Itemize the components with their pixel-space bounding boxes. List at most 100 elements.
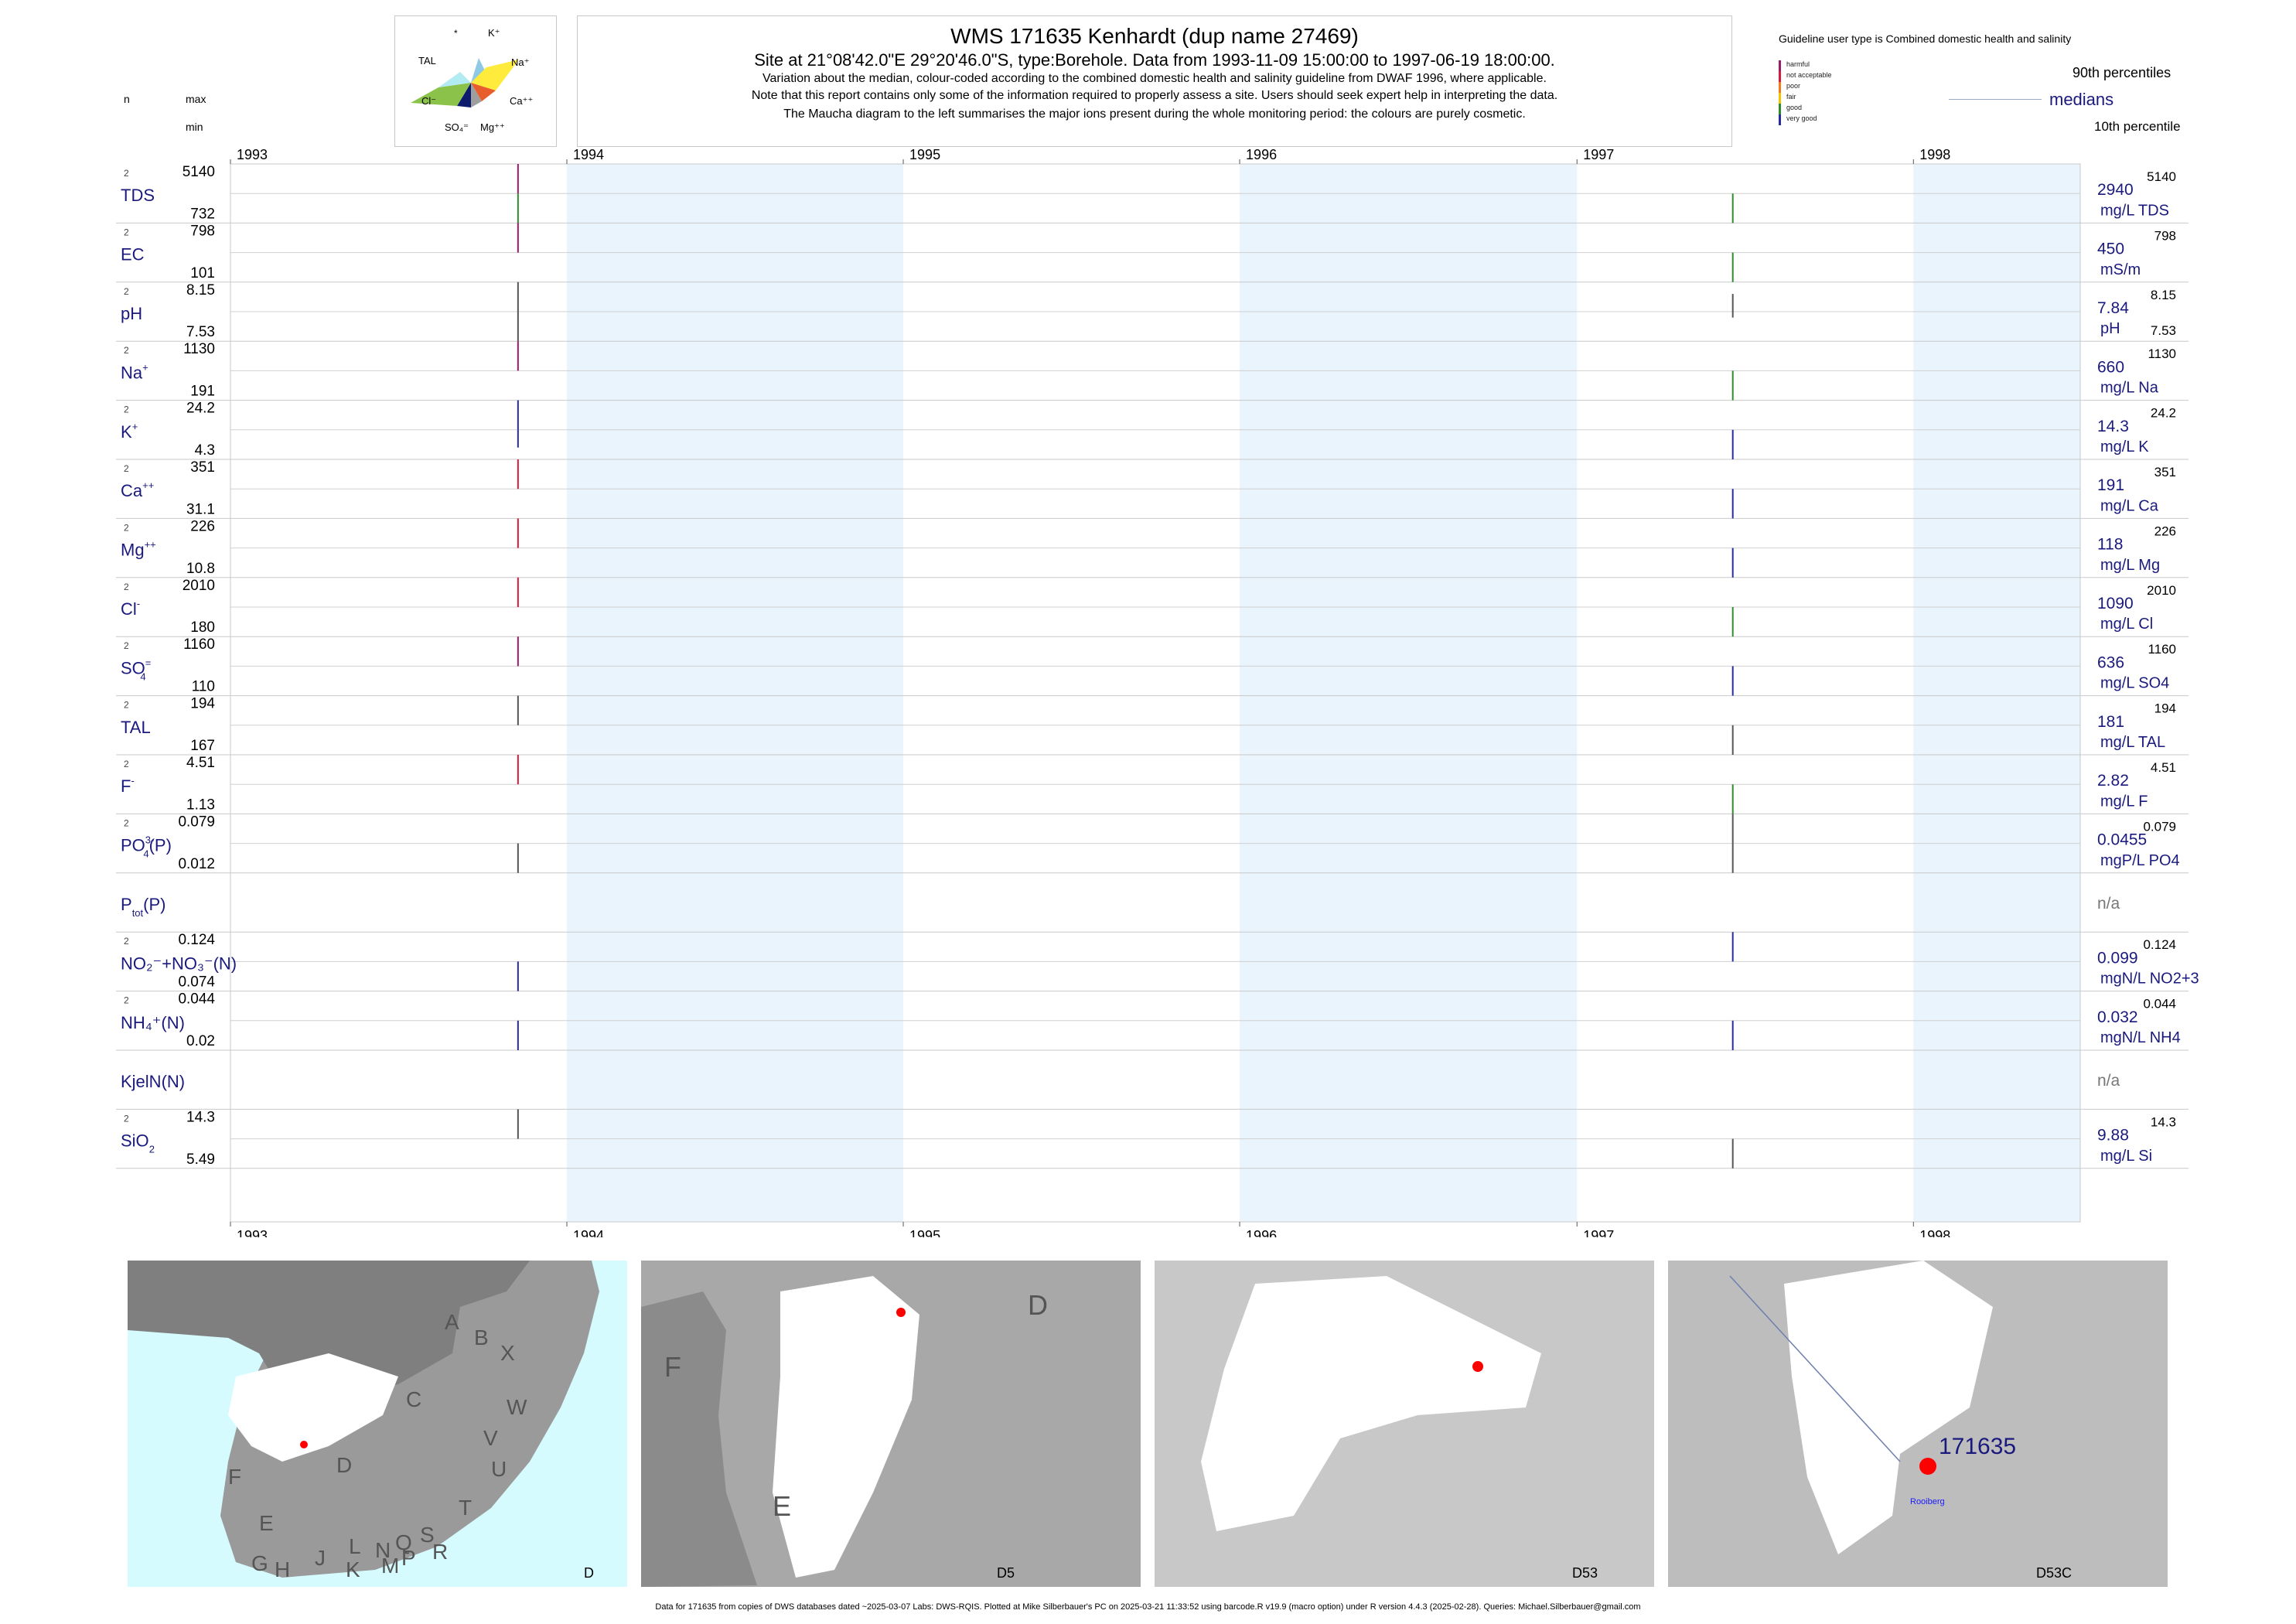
legend-guideline: Guideline user type is Combined domestic… xyxy=(1779,32,2072,45)
row-max-nhn: 0.044 xyxy=(178,991,215,1008)
legend-class-label-4: good xyxy=(1786,104,1803,111)
maucha-label-3: Na⁺ xyxy=(511,56,529,68)
row-min-tds: 732 xyxy=(190,206,215,222)
maucha-cl-petal xyxy=(411,83,471,106)
row-unit-mg: mg/L Mg xyxy=(2100,557,2160,574)
row-rmax-nhn: 0.044 xyxy=(2143,997,2176,1012)
row-rmax-f: 4.51 xyxy=(2151,760,2176,775)
row-rmax-ec: 798 xyxy=(2154,228,2176,243)
plot-frame xyxy=(230,163,2081,1223)
row-n-mg: 2 xyxy=(124,522,129,533)
row-min-nonon: 0.074 xyxy=(178,974,215,991)
row-median-mg: 118 xyxy=(2097,536,2123,554)
row-max-ca: 351 xyxy=(190,459,215,476)
row-rmax-ph: 8.15 xyxy=(2151,288,2176,302)
map-d5-basin xyxy=(773,1276,919,1578)
row-min-k: 4.3 xyxy=(195,442,215,459)
legend-class-label-0: harmful xyxy=(1786,60,1810,68)
row-median-po4: 0.0455 xyxy=(2097,831,2147,849)
row-name-k: K+ xyxy=(121,421,138,442)
row-median-ec: 450 xyxy=(2097,241,2124,258)
year-label-top-1995: 1995 xyxy=(909,147,940,162)
header-note-3: The Maucha diagram to the left summarise… xyxy=(783,107,1526,121)
row-unit-ca: mg/L Ca xyxy=(2100,497,2159,514)
year-shade-1994 xyxy=(567,164,904,1222)
map-d53c-place: Rooiberg xyxy=(1910,1497,1945,1506)
map-d-region-letter-f: F xyxy=(228,1465,242,1489)
year-label-bottom-1998: 1998 xyxy=(1919,1228,1950,1237)
year-label-bottom-1997: 1997 xyxy=(1583,1228,1614,1237)
row-max-tal: 194 xyxy=(190,696,215,712)
row-n-ca: 2 xyxy=(124,463,129,474)
map-d53-svg: D53 xyxy=(1201,1276,1598,1581)
row-n-cl: 2 xyxy=(124,582,129,592)
row-median-f: 2.82 xyxy=(2097,772,2129,790)
year-label-top-1998: 1998 xyxy=(1919,147,1950,162)
row-n-po4: 2 xyxy=(124,817,129,828)
row-median-tds: 2940 xyxy=(2097,181,2134,199)
row-name-nonon: NO₂⁻+NO₃⁻(N) xyxy=(121,954,237,973)
legend-class-label-2: poor xyxy=(1786,82,1801,90)
row-n-na: 2 xyxy=(124,345,129,356)
row-n-f: 2 xyxy=(124,759,129,769)
max-header: max xyxy=(186,93,206,105)
map-d-region-letter-h: H xyxy=(275,1557,291,1581)
row-name-ph: pH xyxy=(121,304,142,323)
row-max-po4: 0.079 xyxy=(178,814,215,830)
map-d-region-letter-u: U xyxy=(491,1457,507,1481)
year-label-bottom-1996: 1996 xyxy=(1246,1228,1277,1237)
year-label-top-1996: 1996 xyxy=(1246,147,1277,162)
row-min-ph: 7.53 xyxy=(186,324,215,340)
map-d53c-svg: 171635 Rooiberg D53C xyxy=(1729,1261,2072,1581)
row-name-sio2: SiO2 xyxy=(121,1131,155,1155)
row-name-nhn: NH₄⁺(N) xyxy=(121,1013,185,1032)
legend-class-label-1: not acceptable xyxy=(1786,71,1832,79)
header-box: WMS 171635 Kenhardt (dup name 27469) Sit… xyxy=(577,15,1732,147)
row-max-cl: 2010 xyxy=(183,578,215,594)
maucha-tal-petal xyxy=(438,72,471,87)
n-header: n xyxy=(124,93,130,105)
row-median-tal: 181 xyxy=(2097,713,2124,731)
maucha-ca-petal xyxy=(471,83,496,101)
row-unit-ph: pH xyxy=(2100,320,2120,337)
map-d-region-letter-d: D xyxy=(336,1453,353,1477)
legend-class-label-5: very good xyxy=(1786,114,1817,122)
map-d-region-letter-n: N xyxy=(375,1538,391,1562)
row-median-nonon: 0.099 xyxy=(2097,949,2138,967)
row-unit-so4: mg/L SO4 xyxy=(2100,675,2169,692)
row-n-tal: 2 xyxy=(124,700,129,711)
map-d-region-letter-g: G xyxy=(251,1551,268,1575)
map-d-region-letter-a: A xyxy=(445,1310,459,1334)
row-rmax-nonon: 0.124 xyxy=(2143,937,2176,952)
footer-credit: Data for 171635 from copies of DWS datab… xyxy=(655,1602,1641,1612)
year-label-top-1993: 1993 xyxy=(237,147,268,162)
year-label-bottom-1995: 1995 xyxy=(909,1228,940,1237)
row-name-po4: PO3-4(P) xyxy=(121,834,172,860)
page-subtitle: Site at 21°08'42.0"E 29°20'46.0"S, type:… xyxy=(754,50,1555,70)
row-max-f: 4.51 xyxy=(186,755,215,771)
row-min-mg: 10.8 xyxy=(186,561,215,577)
map-d-north xyxy=(128,1261,530,1400)
row-n-ec: 2 xyxy=(124,227,129,237)
row-min-tal: 167 xyxy=(190,738,215,754)
map-d-region-letter-x: X xyxy=(500,1341,515,1365)
legend-p10: 10th percentile xyxy=(2094,119,2181,134)
year-label-top-1997: 1997 xyxy=(1583,147,1614,162)
row-min-f: 1.13 xyxy=(186,797,215,813)
row-n-sio2: 2 xyxy=(124,1113,129,1124)
maucha-so4-petal xyxy=(457,83,471,107)
row-median-ph: 7.84 xyxy=(2097,299,2129,317)
map-d-basin xyxy=(228,1353,398,1462)
map-d53c-basin xyxy=(1784,1261,1993,1554)
legend-swatch-4 xyxy=(1779,104,1781,114)
map-d53c-caption: D53C xyxy=(2036,1565,2072,1581)
maucha-label-0: * xyxy=(454,28,458,39)
header-note-2: Note that this report contains only some… xyxy=(751,89,1558,102)
map-d5-site xyxy=(896,1308,906,1317)
row-rmax-k: 24.2 xyxy=(2151,406,2176,421)
maucha-svg: * K⁺ TAL Na⁺ Cl⁻ Ca⁺⁺ SO₄⁼ Mg⁺⁺ xyxy=(411,27,533,133)
row-median-sio2: 9.88 xyxy=(2097,1127,2129,1145)
row-unit-nhn: mgN/L NH4 xyxy=(2100,1029,2181,1046)
maucha-diagram: * K⁺ TAL Na⁺ Cl⁻ Ca⁺⁺ SO₄⁼ Mg⁺⁺ xyxy=(394,15,557,147)
